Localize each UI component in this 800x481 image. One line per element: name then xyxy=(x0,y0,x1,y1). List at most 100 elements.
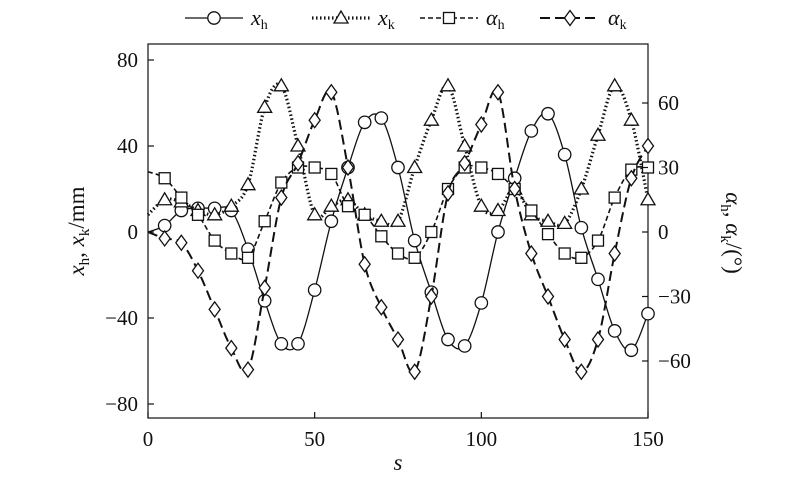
series-k-triangle xyxy=(146,77,657,230)
x-tick-label: 150 xyxy=(632,427,664,451)
data-point-triangle xyxy=(573,180,590,195)
data-point-triangle xyxy=(539,212,557,227)
data-point-diamond xyxy=(558,330,571,349)
series-h-circle xyxy=(147,106,655,358)
data-point-circle xyxy=(491,225,505,239)
data-point-triangle xyxy=(606,77,623,92)
data-point-diamond xyxy=(441,184,455,202)
data-point-triangle xyxy=(256,99,273,113)
y-left-tick-label: 40 xyxy=(117,134,138,158)
data-point-triangle xyxy=(223,197,240,212)
series-line-circle xyxy=(147,112,649,352)
y-right-tick-label: 60 xyxy=(658,91,679,115)
legend-entry-triangle: xk xyxy=(312,5,395,33)
data-point-diamond xyxy=(275,189,288,207)
data-point-circle xyxy=(274,336,289,351)
legend: xh xk αh αk xyxy=(185,5,627,33)
data-point-diamond xyxy=(158,229,171,248)
x-tick-label: 0 xyxy=(143,427,154,451)
y-right-tick-label: 30 xyxy=(658,156,679,180)
data-point-circle xyxy=(291,336,305,351)
legend-entry-diamond: αk xyxy=(540,5,627,33)
data-point-triangle xyxy=(289,137,307,152)
data-point-diamond xyxy=(591,330,605,349)
data-point-triangle xyxy=(273,77,290,92)
data-point-diamond xyxy=(325,83,338,101)
data-point-square xyxy=(408,251,421,264)
y-right-tick-label: 0 xyxy=(658,220,669,244)
data-point-circle xyxy=(624,343,639,358)
data-point-circle xyxy=(524,124,539,138)
plot-area xyxy=(146,77,657,381)
data-point-square xyxy=(358,208,371,221)
data-point-diamond xyxy=(491,83,505,101)
data-point-diamond xyxy=(358,255,371,273)
data-point-diamond xyxy=(608,244,621,263)
data-point-circle xyxy=(324,214,339,229)
y-left-tick-label: −80 xyxy=(105,392,138,416)
data-point-square xyxy=(191,208,205,221)
data-point-square xyxy=(225,247,238,260)
data-point-square xyxy=(325,167,338,181)
data-point-diamond xyxy=(475,115,488,134)
data-point-circle xyxy=(374,111,389,125)
legend-entry-square: αh xyxy=(420,5,505,33)
data-point-diamond xyxy=(641,137,655,155)
data-point-triangle xyxy=(456,137,473,152)
data-point-diamond xyxy=(291,154,305,172)
data-point-triangle xyxy=(639,191,657,206)
data-point-diamond xyxy=(508,180,521,198)
data-point-diamond xyxy=(408,363,421,381)
legend-marker-circle xyxy=(207,11,221,25)
data-point-triangle xyxy=(206,206,223,221)
data-point-square xyxy=(158,172,171,185)
y-axis-right-label: αh, αk/(°) xyxy=(717,192,746,274)
data-point-diamond xyxy=(241,361,255,379)
data-point-triangle xyxy=(406,159,423,174)
data-point-circle xyxy=(457,339,472,353)
data-point-triangle xyxy=(423,111,440,126)
data-point-circle xyxy=(391,160,405,175)
data-point-circle xyxy=(591,272,605,287)
data-point-square xyxy=(175,191,188,204)
series-line-diamond xyxy=(147,89,649,374)
data-point-square xyxy=(308,161,321,174)
data-point-circle xyxy=(441,332,455,347)
data-point-square xyxy=(591,234,605,247)
data-point-diamond xyxy=(191,262,205,280)
data-point-diamond xyxy=(541,287,555,306)
data-point-diamond xyxy=(258,279,271,297)
data-point-triangle xyxy=(473,197,490,212)
data-point-triangle xyxy=(306,206,323,221)
data-point-triangle xyxy=(623,111,640,126)
data-point-square xyxy=(241,251,255,264)
data-point-circle xyxy=(307,283,322,297)
x-axis-label: s xyxy=(394,450,403,475)
axis-ticks: 0 50 100 150 80 40 0 −40 −80 60 30 0 −30 −60 xyxy=(105,48,691,451)
data-point-diamond xyxy=(225,339,238,357)
data-point-circle xyxy=(607,324,622,338)
data-point-triangle xyxy=(239,176,257,191)
data-point-triangle xyxy=(156,191,173,206)
data-point-triangle xyxy=(439,77,457,92)
data-point-circle xyxy=(574,220,589,235)
y-left-tick-label: 80 xyxy=(117,48,138,72)
data-point-diamond xyxy=(525,244,538,263)
data-point-square xyxy=(258,215,271,228)
data-point-triangle xyxy=(389,212,407,227)
legend-marker-triangle xyxy=(332,9,350,24)
data-point-square xyxy=(275,176,288,189)
data-point-square xyxy=(525,204,538,217)
series-line-triangle xyxy=(146,82,650,228)
data-point-diamond xyxy=(425,287,438,306)
data-point-square xyxy=(375,230,388,243)
data-point-square xyxy=(341,200,355,213)
legend-label: αh xyxy=(486,5,505,33)
y-axis-left-label: xh, xk/mm xyxy=(64,186,93,276)
y-left-tick-label: −40 xyxy=(105,306,138,330)
data-point-circle xyxy=(407,233,422,248)
data-point-circle xyxy=(474,296,489,310)
data-point-square xyxy=(475,161,488,174)
data-point-square xyxy=(608,191,621,204)
